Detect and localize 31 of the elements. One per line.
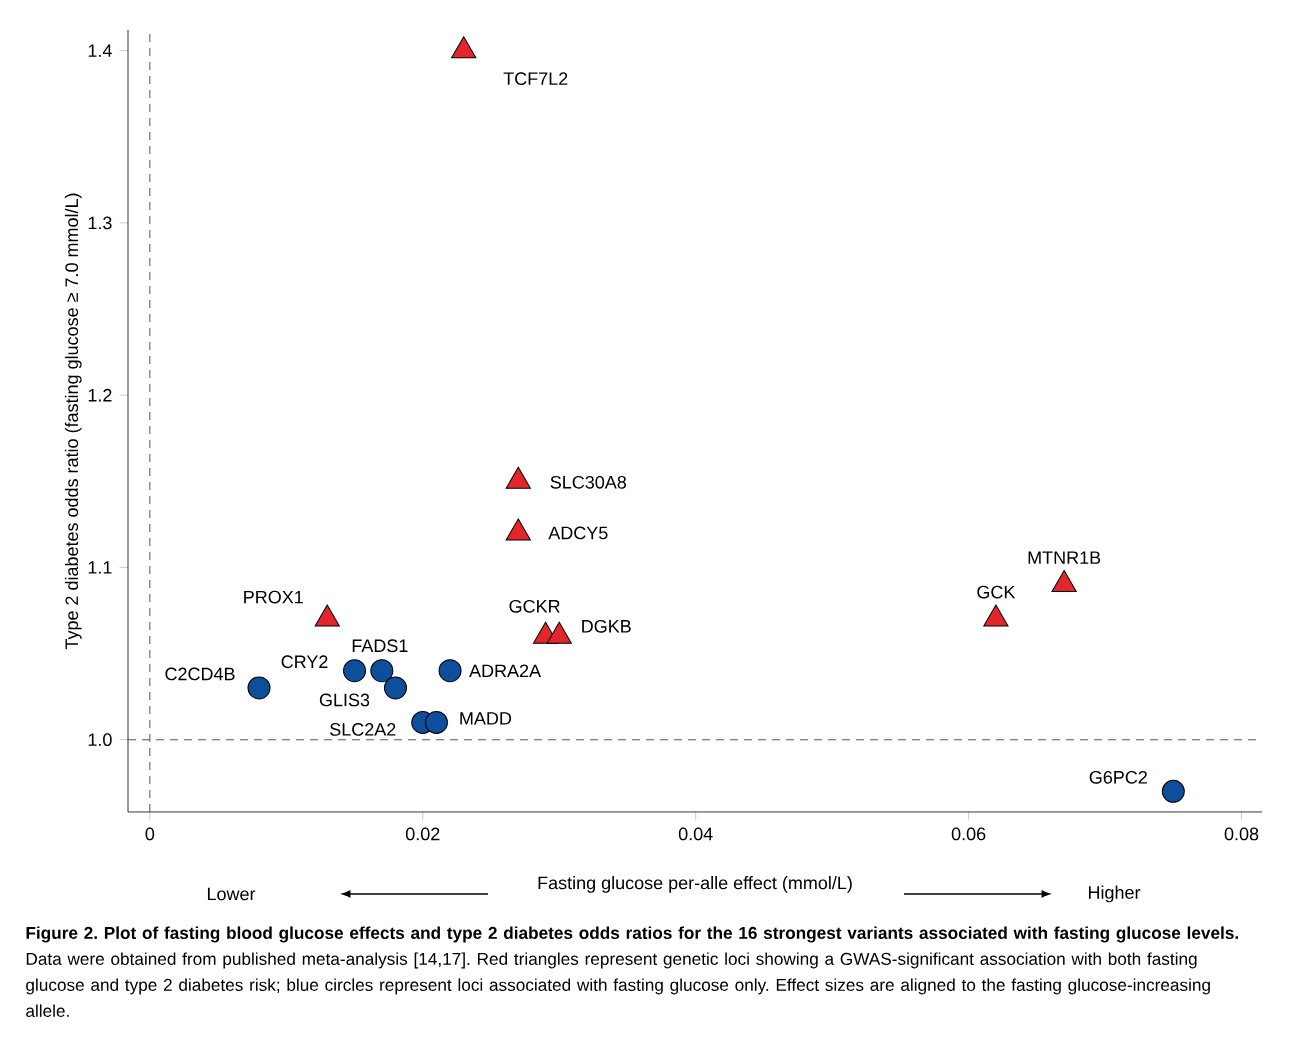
annotation: G6PC2	[1089, 770, 1147, 784]
y-tick-label: 1.0	[88, 733, 112, 747]
y-axis-title: Type 2 diabetes odds ratio (fasting glucose ≥ 7.0 mmol/L)	[64, 193, 82, 650]
annotation: GCKR	[509, 599, 560, 613]
x-tick-label: 0.04	[678, 827, 713, 841]
annotation: CRY2	[281, 655, 328, 669]
x-tick-label: 0	[145, 827, 155, 841]
x-tick-label: 0.06	[951, 827, 986, 841]
text: Higher	[1088, 885, 1141, 903]
annotation: FADS1	[352, 639, 408, 653]
x-tick-label: 0.08	[1224, 827, 1259, 841]
annotation: SLC2A2	[330, 723, 396, 736]
text: Lower	[207, 887, 256, 901]
annotation: GCK	[977, 585, 1016, 599]
y-tick-label: 1.4	[88, 44, 112, 57]
x-tick-label: 0.02	[405, 827, 440, 841]
annotation: ADCY5	[548, 526, 608, 540]
y-tick-label: 1.3	[88, 216, 112, 230]
x-axis-title: Fasting glucose per-alle effect (mmol/L)	[538, 876, 852, 893]
y-tick-label: 1.1	[88, 561, 112, 574]
annotation: PROX1	[244, 590, 303, 604]
annotation: ADRA2A	[469, 664, 542, 678]
text: Figure 2. Plot of fasting blood glucose effects and type 2 diabetes odds ratios for the 16 strongest variants associated with fasting glucose levels. Data were obtained from published meta-analysis [14,17]. Red triangles represent genetic loci showing a GWAS-significant association with both fasting glucose and type 2 diabetes risk; blue circles represent loci associated with fasting glucose only. Effect sizes are aligned to the fasting glucose-increasing allele.	[26, 926, 1239, 1017]
annotation: C2CD4B	[165, 667, 235, 681]
annotation: TCF7L2	[503, 72, 568, 86]
annotation: GLIS3	[319, 693, 370, 707]
annotation: MADD	[460, 712, 512, 725]
annotation: DGKB	[582, 619, 631, 633]
annotation: SLC30A8	[550, 475, 627, 489]
y-tick-label: 1.2	[88, 388, 112, 402]
annotation: MTNR1B	[1028, 551, 1101, 564]
